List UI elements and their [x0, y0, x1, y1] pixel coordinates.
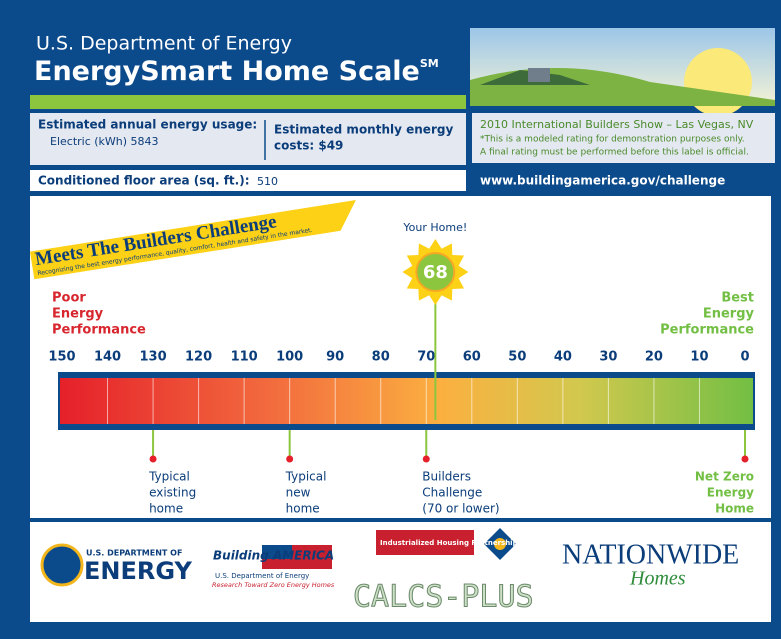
tick-label: 10 — [690, 350, 708, 365]
tick-label: 110 — [231, 350, 258, 365]
ihp-text: Industrialized Housing Partnership — [380, 539, 518, 547]
monthly-cost: Estimated monthly energy — [274, 123, 453, 137]
marker-dot — [150, 456, 157, 463]
ba-sub: U.S. Department of Energy — [215, 572, 309, 580]
marker-label: Home — [715, 502, 754, 516]
tick-label: 120 — [185, 350, 212, 365]
house — [528, 68, 550, 82]
tick-label: 140 — [94, 350, 121, 365]
title: EnergySmart Home ScaleSM — [34, 56, 439, 87]
marker-dot — [423, 456, 430, 463]
agency: U.S. Department of Energy — [36, 33, 292, 55]
tick-label: 50 — [508, 350, 526, 365]
floor-label: Conditioned floor area (sq. ft.): — [38, 174, 250, 188]
green-stripe — [30, 95, 466, 109]
nationwide: NATIONWIDE — [562, 539, 739, 570]
marker-label: Challenge — [422, 486, 482, 500]
nationwide-homes: Homes — [629, 568, 686, 590]
marker-label: (70 or lower) — [422, 502, 499, 516]
energy-label: U.S. Department of Energy EnergySmart Ho… — [0, 0, 781, 639]
marker-dot — [286, 456, 293, 463]
your-home-value: 68 — [423, 262, 448, 283]
marker-label: Energy — [707, 486, 754, 500]
usage-detail: Electric (kWh) 5843 — [50, 135, 159, 148]
best-label: Best — [721, 291, 754, 306]
ba-tag: Research Toward Zero Energy Homes — [212, 581, 335, 589]
calcs-plus: CALCS-PLUS — [353, 580, 534, 615]
tick-label: 130 — [139, 350, 166, 365]
marker-label: new — [286, 486, 311, 500]
best-label: Performance — [660, 323, 754, 338]
marker-label: home — [286, 502, 320, 516]
url: www.buildingamerica.gov/challenge — [480, 174, 725, 188]
tick-label: 30 — [599, 350, 617, 365]
your-home-label: Your Home! — [402, 221, 467, 234]
tick-label: 60 — [463, 350, 481, 365]
notice: *This is a modeled rating for demonstrat… — [480, 135, 745, 145]
tick-label: 40 — [554, 350, 572, 365]
tick-label: 70 — [417, 350, 435, 365]
marker-label: Typical — [285, 470, 327, 484]
tick-label: 90 — [326, 350, 344, 365]
tick-label: 100 — [276, 350, 303, 365]
tick-label: 0 — [740, 350, 749, 365]
usage-label: Estimated annual energy usage: — [38, 118, 257, 132]
floor-value: 510 — [257, 175, 278, 188]
poor-label: Energy — [52, 307, 104, 322]
doe-big: ENERGY — [84, 557, 193, 585]
doe-seal — [42, 545, 82, 585]
notice: A final rating must be performed before … — [480, 148, 749, 158]
marker-dot — [742, 456, 749, 463]
notice: 2010 International Builders Show – Las V… — [480, 118, 754, 131]
marker-label: Typical — [148, 470, 190, 484]
poor-label: Performance — [52, 323, 146, 338]
marker-label: existing — [149, 486, 196, 500]
scale-bar — [60, 378, 753, 424]
poor-label: Poor — [52, 291, 86, 306]
monthly-cost: costs: $49 — [274, 139, 343, 153]
marker-label: home — [149, 502, 183, 516]
marker-label: Net Zero — [695, 470, 754, 484]
tick-label: 20 — [645, 350, 663, 365]
tick-label: 80 — [372, 350, 390, 365]
service-mark: SM — [420, 57, 439, 70]
marker-label: Builders — [422, 470, 471, 484]
title-text: EnergySmart Home Scale — [34, 56, 420, 87]
ba-title: Building AMERICA — [213, 549, 334, 563]
best-label: Energy — [703, 307, 755, 322]
tick-label: 150 — [48, 350, 75, 365]
